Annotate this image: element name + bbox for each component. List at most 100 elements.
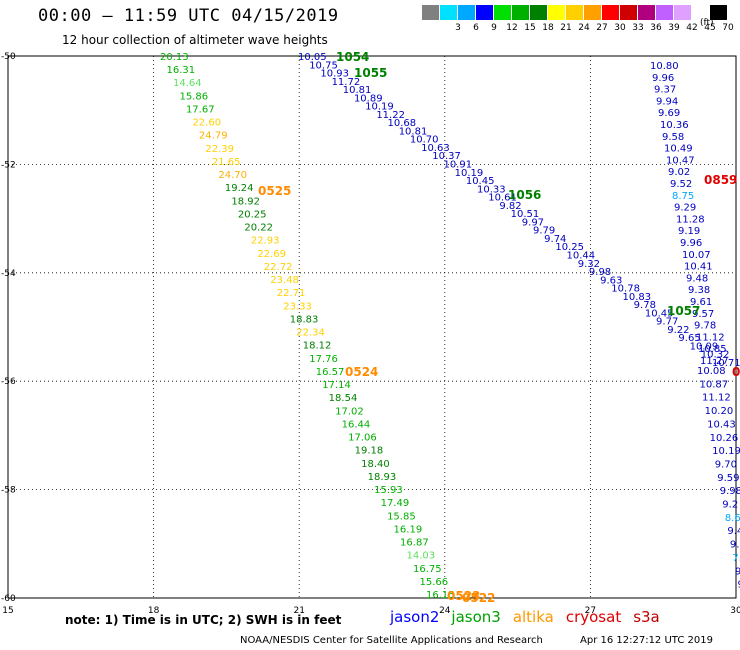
legend-label: 36 [650,23,662,33]
legend-swatch [440,5,457,20]
swh-value: 22.93 [251,236,280,247]
y-tick-label: -58 [1,486,16,496]
swh-value: 10.91 [443,160,472,171]
swh-value: 14.64 [173,78,202,89]
x-tick-label: 18 [148,606,160,616]
swh-value: 10.05 [298,52,327,63]
legend-label: 12 [506,23,518,33]
swh-value: 20.13 [160,52,189,63]
swh-value: 10.36 [660,120,689,131]
swh-value: 22.69 [257,249,286,260]
swh-value: 17.67 [186,104,215,115]
legend-swatch [494,5,511,20]
swh-value: 11.27 [700,356,729,367]
swh-value: 9.65 [678,333,700,344]
swh-value: 10.43 [707,419,736,430]
pass-label: 0859 [704,173,737,187]
swh-value: 9.70 [715,459,737,470]
swh-value: 9.2 [722,500,738,511]
swh-value: 10.75 [309,60,338,71]
swh-value: 18.93 [368,472,397,483]
swh-value: 9.77 [656,317,678,328]
y-tick-label: -50 [1,52,16,62]
satellite-cryosat: cryosat [565,608,622,626]
swh-value: 24.70 [218,170,247,181]
satellite-jason2: jason2 [390,608,440,626]
swh-value: 17.14 [322,380,351,391]
swh-value: 10.70 [410,135,439,146]
legend-swatch [692,5,709,20]
swh-value: 9.63 [600,275,622,286]
swh-value: 18.40 [361,459,390,470]
swh-value: 7. [732,553,740,564]
swh-value: 8.75 [672,191,694,202]
swh-value: 23.33 [283,301,312,312]
legend-label: 27 [596,23,608,33]
pass-label: 0524 [345,365,378,379]
swh-value: 10.45 [645,308,674,319]
swh-value: 9.78 [694,321,716,332]
footer-note: note: 1) Time is in UTC; 2) SWH is in fe… [65,613,342,627]
legend-swatch [656,5,673,20]
swh-value: 10.07 [682,250,711,261]
swh-value: 11.72 [332,77,361,88]
y-tick-label: -56 [1,377,16,387]
swh-value: 10.08 [697,366,726,377]
swh-value: 17.49 [381,498,410,509]
legend-label: 6 [473,23,479,33]
swh-value: 18.12 [303,341,332,352]
swh-value: 10.37 [432,151,461,162]
swh-value: 16.15 [426,590,455,601]
y-tick-label: -52 [1,160,16,170]
swh-value: 10.51 [511,209,540,220]
swh-value: 10.20 [705,406,734,417]
swh-value: 10.80 [650,61,679,72]
swh-value: 18.54 [329,393,358,404]
swh-value: 20.25 [238,209,267,220]
legend-unit: (ft) [700,18,714,28]
swh-value: 9.78 [634,300,656,311]
swh-value: 10.71 [712,358,740,369]
swh-value: 11.12 [702,393,731,404]
swh-value: 10.85 [698,344,727,355]
swh-value: 10.25 [555,242,584,253]
swh-value: 9.97 [522,217,544,228]
swh-value: 10.63 [421,143,450,154]
generated-timestamp: Apr 16 12:27:12 UTC 2019 [580,635,713,646]
swh-value: 15.86 [179,91,208,102]
legend-swatch [458,5,475,20]
swh-value: 10.49 [664,144,693,155]
satellite-s3a: s3a [633,608,660,626]
swh-value: 9.96 [680,238,702,249]
swh-value: 10.89 [354,93,383,104]
legend-label: 9 [491,23,497,33]
swh-value: 10.87 [700,379,729,390]
swh-value: 9.82 [499,201,521,212]
swh-value: 16.31 [166,65,195,76]
swh-value: 9 [737,580,740,591]
swh-value: 9.98 [720,486,740,497]
swh-value: 15.85 [387,511,416,522]
y-tick-label: -60 [1,594,16,604]
pass-label: 1055 [354,66,387,80]
swh-value: 18.92 [231,196,260,207]
legend-label: 24 [578,23,590,33]
pass-label: 0525 [258,184,291,198]
legend-swatch [620,5,637,20]
swh-value: 10.93 [320,69,349,80]
page-title: 00:00 – 11:59 UTC 04/15/2019 [38,6,339,26]
legend-swatch [674,5,691,20]
swh-value: 9.37 [654,85,676,96]
pass-label: 0 [732,365,740,379]
swh-value: 9.94 [656,96,678,107]
x-tick-label: 27 [585,606,596,616]
swh-value: 9.32 [578,259,600,270]
plot-frame [7,55,737,599]
swh-value: 10.44 [567,250,596,261]
credit-line: NOAA/NESDIS Center for Satellite Applica… [240,635,543,646]
swh-value: 22.34 [296,328,325,339]
legend-label: 21 [560,23,572,33]
swh-value: 17.06 [348,433,377,444]
swh-value: 9.96 [652,73,674,84]
swh-value: 15.93 [374,485,403,496]
